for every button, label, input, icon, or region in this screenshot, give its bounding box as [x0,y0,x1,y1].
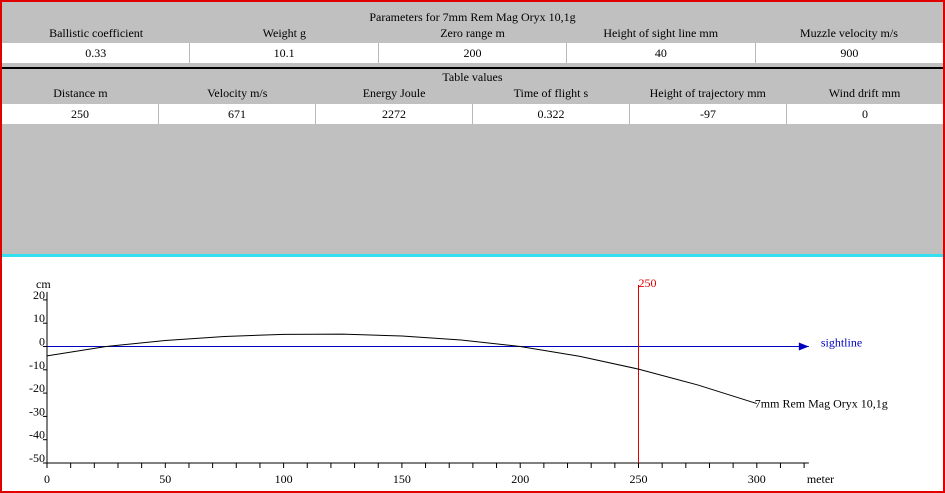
x-tick-label: 200 [511,472,529,486]
data-panel: Parameters for 7mm Rem Mag Oryx 10,1g Ba… [2,2,944,254]
table-header: Wind drift mm [828,86,901,100]
sightline-label: sightline [821,336,862,350]
parameters-value-row: 0.33 10.1 200 40 900 [2,43,944,63]
table-value: 250 [2,104,159,124]
param-value[interactable]: 900 [755,43,944,63]
param-header: Height of sight line mm [603,26,719,40]
distance-marker-label: 250 [639,276,657,290]
y-tick-label: 10 [33,311,45,325]
x-tick-label: 150 [393,472,411,486]
y-tick-label: -10 [29,358,45,372]
x-tick-label: 250 [630,472,648,486]
param-header: Zero range m [440,26,505,40]
param-header: Ballistic coefficient [49,26,144,40]
splitter[interactable] [2,254,943,257]
sightline-arrow-icon [798,342,809,351]
y-tick-label: -50 [29,451,45,465]
y-axis-label: cm [36,277,51,291]
trajectory-line [46,333,757,405]
param-value[interactable]: 10.1 [190,43,379,63]
y-tick-label: -40 [29,428,45,442]
table-value-row: 250 671 2272 0.322 -97 0 [2,104,943,124]
param-header: Weight g [262,26,306,40]
table-header: Velocity m/s [207,86,268,100]
parameters-header-row: Ballistic coefficient Weight g Zero rang… [2,26,943,41]
parameters-title: Parameters for 7mm Rem Mag Oryx 10,1g [369,10,576,24]
x-axis-label: meter [807,472,834,486]
y-tick-label: -30 [29,404,45,418]
param-header: Muzzle velocity m/s [799,26,898,40]
table-header: Time of flight s [513,86,589,100]
y-tick-label: -20 [29,381,45,395]
table-value: 0 [787,104,943,124]
param-value[interactable]: 40 [567,43,756,63]
table-title: Table values [442,70,503,84]
table-header: Energy Joule [362,86,426,100]
x-tick-label: 50 [159,472,171,486]
divider [2,67,943,69]
y-tick-label: 0 [39,335,45,349]
y-tick-label: 20 [33,288,45,302]
table-header: Distance m [53,86,108,100]
param-value[interactable]: 0.33 [2,43,191,63]
x-tick-label: 300 [748,472,766,486]
x-tick-label: 100 [275,472,293,486]
table-value: 0.322 [473,104,630,124]
param-value[interactable]: 200 [378,43,568,63]
table-value: 2272 [316,104,473,124]
x-tick-label: 0 [44,472,50,486]
table-header-row: Distance m Velocity m/s Energy Joule Tim… [2,86,943,101]
table-value: 671 [159,104,316,124]
series-label: 7mm Rem Mag Oryx 10,1g [755,397,888,411]
table-header: Height of trajectory mm [649,86,766,100]
table-value: -97 [630,104,787,124]
